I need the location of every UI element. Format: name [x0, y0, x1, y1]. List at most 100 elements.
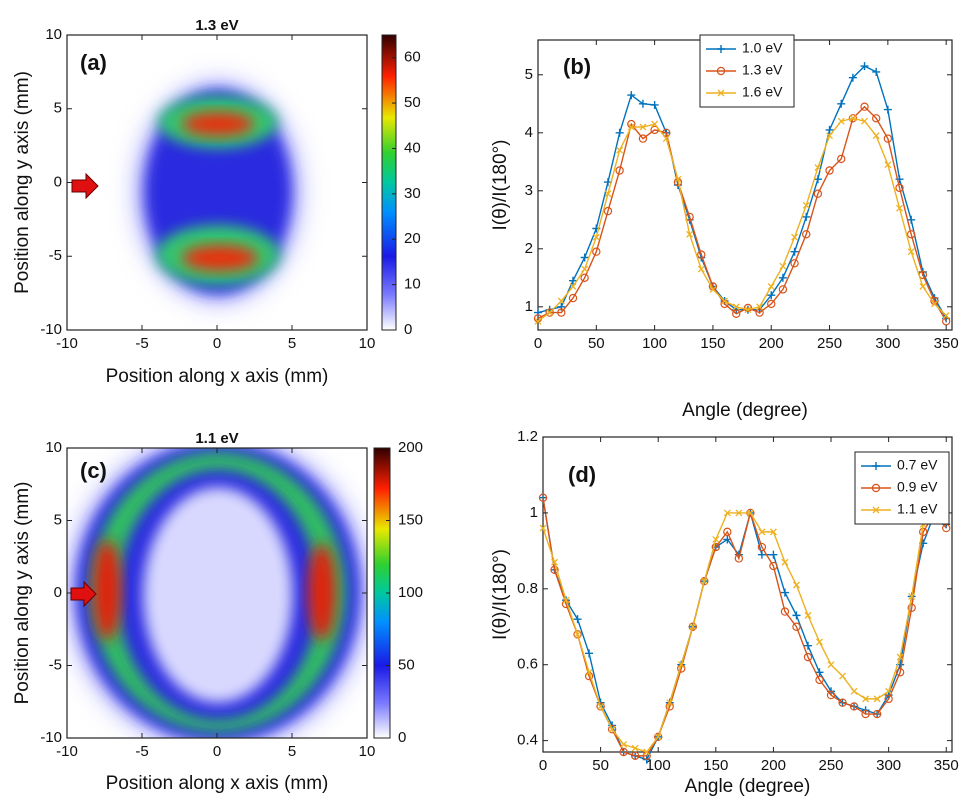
data-point	[860, 102, 869, 111]
data-point	[942, 312, 950, 319]
data-point	[638, 99, 647, 108]
legend-label: 1.3 eV	[742, 62, 783, 78]
y-tick-label: 1.2	[517, 428, 538, 445]
heatmap-image	[67, 448, 367, 738]
data-point	[848, 73, 857, 82]
x-tick-label: 250	[819, 757, 844, 774]
series-line	[542, 497, 947, 757]
x-axis-label: Angle (degree)	[685, 776, 811, 797]
data-point	[769, 561, 778, 571]
chart-title: 1.3 eV	[195, 17, 238, 34]
data-point	[666, 699, 674, 707]
data-point	[743, 303, 753, 313]
data-point	[746, 509, 754, 517]
data-point	[573, 615, 582, 624]
data-point	[919, 283, 927, 290]
legend-label: 0.7 eV	[897, 457, 938, 473]
data-point	[557, 308, 566, 317]
data-point	[872, 132, 880, 140]
data-point	[568, 276, 577, 285]
x-tick-label: 5	[288, 743, 296, 760]
arrow	[70, 580, 97, 608]
data-point	[883, 105, 892, 114]
y-tick-label: 10	[45, 439, 62, 456]
data-point	[872, 709, 882, 719]
data-point	[861, 709, 870, 719]
data-point	[908, 592, 916, 600]
series-line	[537, 65, 947, 319]
data-point	[608, 725, 616, 733]
data-point	[837, 99, 846, 108]
data-point	[825, 166, 834, 175]
legend-label: 1.1 eV	[897, 501, 938, 517]
data-point	[757, 550, 766, 559]
data-point	[697, 265, 705, 273]
data-point	[813, 189, 823, 198]
x-tick-label: 250	[817, 335, 842, 352]
data-point	[620, 740, 628, 748]
data-point	[732, 303, 740, 311]
data-point	[872, 462, 880, 470]
data-point	[778, 273, 787, 282]
data-point	[895, 668, 905, 677]
data-point	[826, 132, 834, 140]
data-point	[792, 622, 801, 631]
data-point	[895, 183, 904, 193]
y-tick-label: 0.4	[517, 732, 538, 749]
data-point	[619, 747, 628, 757]
data-point	[615, 128, 624, 137]
y-tick-label: 0	[54, 584, 62, 601]
data-point	[803, 641, 812, 650]
data-point	[735, 509, 743, 517]
colorbar-tick-label: 50	[398, 656, 415, 673]
data-point	[616, 146, 624, 154]
data-point	[838, 698, 847, 707]
data-point	[573, 630, 582, 639]
colorbar	[381, 34, 397, 331]
data-point	[639, 123, 647, 131]
data-point	[580, 273, 589, 282]
data-point	[896, 653, 904, 661]
data-point	[717, 45, 725, 53]
colorbar-tick-label: 0	[398, 729, 406, 746]
data-point	[534, 317, 542, 325]
x-tick-label: -5	[135, 743, 148, 760]
data-point	[837, 117, 845, 125]
colorbar-tick-label: 30	[404, 185, 421, 202]
data-point	[551, 558, 558, 566]
data-point	[627, 91, 636, 100]
data-point	[826, 690, 836, 700]
series-line	[537, 117, 947, 322]
x-tick-label: 150	[700, 335, 725, 352]
x-tick-label: 300	[875, 335, 900, 352]
data-point	[827, 661, 835, 669]
x-tick-label: 350	[934, 757, 959, 774]
data-point	[814, 164, 822, 172]
data-point	[538, 493, 548, 502]
x-tick-label: 0	[534, 335, 542, 352]
data-point	[802, 201, 810, 209]
heatmap-image	[134, 80, 302, 304]
y-tick-label: 10	[45, 26, 62, 43]
data-point	[872, 67, 881, 76]
data-point	[767, 291, 776, 300]
colorbar-tick-label: 50	[404, 94, 421, 111]
data-point	[756, 303, 764, 311]
x-axis-label: Angle (degree)	[682, 400, 808, 421]
x-tick-label: 200	[761, 757, 786, 774]
x-tick-label: 50	[592, 757, 609, 774]
data-point	[849, 114, 857, 122]
data-point	[717, 89, 725, 97]
data-point	[631, 744, 639, 752]
x-tick-label: -5	[135, 335, 148, 352]
data-point	[781, 558, 789, 566]
x-tick-label: 0	[213, 743, 221, 760]
y-tick-label: 3	[525, 182, 533, 199]
y-axis-label: Position along y axis (mm)	[12, 482, 33, 705]
data-point	[848, 114, 858, 123]
colorbar-tick-label: 150	[398, 511, 423, 528]
data-point	[569, 283, 577, 290]
data-point	[723, 509, 731, 517]
data-point	[790, 247, 799, 256]
